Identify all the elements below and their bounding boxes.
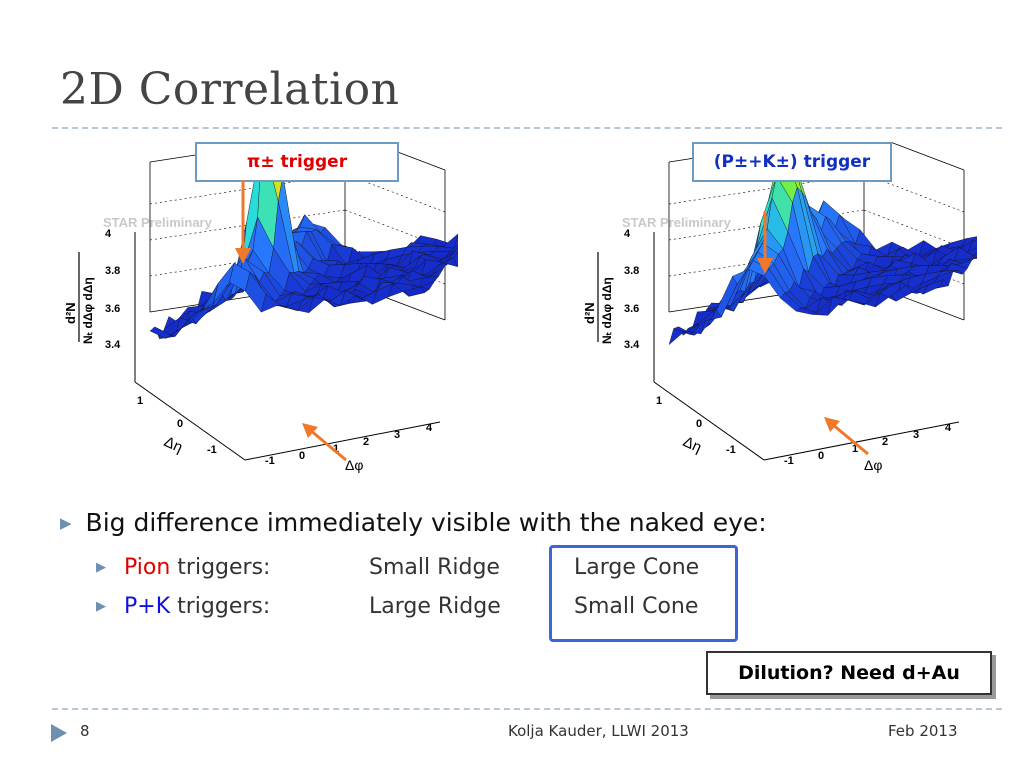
z-tick-label: 3.8 <box>624 265 639 277</box>
z-tick-label: 3.4 <box>105 339 121 351</box>
eta-tick-label: 1 <box>137 395 143 407</box>
z-tick-label: 3.6 <box>624 303 639 315</box>
phi-tick-label: 1 <box>852 443 858 455</box>
surface-cell <box>403 286 426 297</box>
cone-pion: Large Cone <box>574 555 700 580</box>
eta-tick-label: 1 <box>656 395 662 407</box>
title-divider <box>52 127 1002 129</box>
z-tick-label: 3.4 <box>624 339 640 351</box>
eta-tick-label: 0 <box>177 418 183 430</box>
phi-tick-label: 0 <box>299 450 305 462</box>
phi-tick-label: -1 <box>784 455 794 467</box>
eta-tick-label: -1 <box>207 444 217 456</box>
eta-axis-label: Δη <box>680 433 704 456</box>
footer-divider <box>52 708 1002 710</box>
footer-author: Kolja Kauder, LLWI 2013 <box>508 722 689 740</box>
phi-axis-label: Δφ <box>864 457 882 473</box>
eta-axis-label: Δη <box>161 433 185 456</box>
ridge-pion: Small Ridge <box>369 555 500 580</box>
cone-pk: Small Cone <box>574 594 699 619</box>
triggers-label: triggers: <box>170 555 271 580</box>
star-preliminary-watermark: STAR Preliminary <box>622 215 732 230</box>
phi-tick-label: 4 <box>945 422 952 434</box>
star-preliminary-watermark: STAR Preliminary <box>103 215 213 230</box>
triangle-right-icon: ▶ <box>60 514 72 532</box>
eta-axis <box>134 381 246 461</box>
footer-date: Feb 2013 <box>888 722 958 740</box>
trigger-box-pk: (P±+K±) trigger <box>692 142 892 182</box>
phi-tick-label: 4 <box>426 422 433 434</box>
eta-tick-label: 0 <box>696 418 702 430</box>
page-number: 8 <box>80 722 90 740</box>
phi-tick-label: 1 <box>333 443 339 455</box>
surface-cell <box>451 248 458 256</box>
trigger-box-pion: π± trigger <box>195 142 399 182</box>
dilution-callout: Dilution? Need d+Au <box>706 651 992 695</box>
z-axis-label: d²N Nₜ dΔφ dΔη <box>63 252 95 344</box>
slide-title: 2D Correlation <box>60 64 400 115</box>
z-tick-label: 4 <box>624 228 631 240</box>
phi-tick-label: 2 <box>363 436 369 448</box>
eta-axis <box>653 381 765 461</box>
surface-cell <box>968 239 977 252</box>
bullet-row-pk: ▶ P+K triggers: Large Ridge Small Cone <box>96 594 698 619</box>
triggers-label: triggers: <box>170 594 271 619</box>
bullet-main-text: Big difference immediately visible with … <box>85 508 767 537</box>
frame-line <box>889 142 965 171</box>
z-axis-label: d²N Nₜ dΔφ dΔη <box>582 252 614 344</box>
ridge-pk: Large Ridge <box>369 594 501 619</box>
triangle-right-icon: ▶ <box>96 599 106 614</box>
bullet-main: ▶ Big difference immediately visible with… <box>60 508 767 537</box>
trigger-label-pk: (P±+K±) trigger <box>713 152 871 172</box>
particle-pk: P+K <box>124 594 171 619</box>
grid-line <box>863 209 965 249</box>
particle-pion: Pion <box>124 555 171 580</box>
z-tick-label: 3.8 <box>105 265 120 277</box>
z-label-denominator: Nₜ dΔφ dΔη <box>600 277 614 344</box>
plot-panel-pk: STAR Preliminary 4 3.8 3.6 3.4 1 0 -1 -1 0 1 2 3 4 Δη Δ… <box>574 142 977 485</box>
eta-tick-label: -1 <box>726 444 736 456</box>
bullet-row-pion: ▶ Pion triggers: Small Ridge Large Cone <box>96 555 699 580</box>
plot-panel-pion: STAR Preliminary 4 3.8 3.6 3.4 1 0 -1 -1 0 1 2 3 4 Δη Δ… <box>55 142 458 485</box>
z-label-denominator: Nₜ dΔφ dΔη <box>81 277 95 344</box>
phi-tick-label: 0 <box>818 450 824 462</box>
phi-tick-label: 2 <box>882 436 888 448</box>
phi-tick-label: 3 <box>913 429 919 441</box>
surface-cell <box>453 235 458 249</box>
phi-axis-label: Δφ <box>345 457 363 473</box>
z-label-numerator: d²N <box>582 302 597 324</box>
cone-highlight-box <box>549 545 738 642</box>
z-label-numerator: d²N <box>63 302 78 324</box>
play-triangle-icon <box>51 724 67 742</box>
triangle-right-icon: ▶ <box>96 560 106 575</box>
surface-cell <box>922 279 945 295</box>
z-tick-label: 3.6 <box>105 303 120 315</box>
phi-tick-label: -1 <box>265 455 275 467</box>
z-tick-label: 4 <box>105 228 112 240</box>
phi-tick-label: 3 <box>394 429 400 441</box>
trigger-label-pion: π± trigger <box>246 152 348 172</box>
